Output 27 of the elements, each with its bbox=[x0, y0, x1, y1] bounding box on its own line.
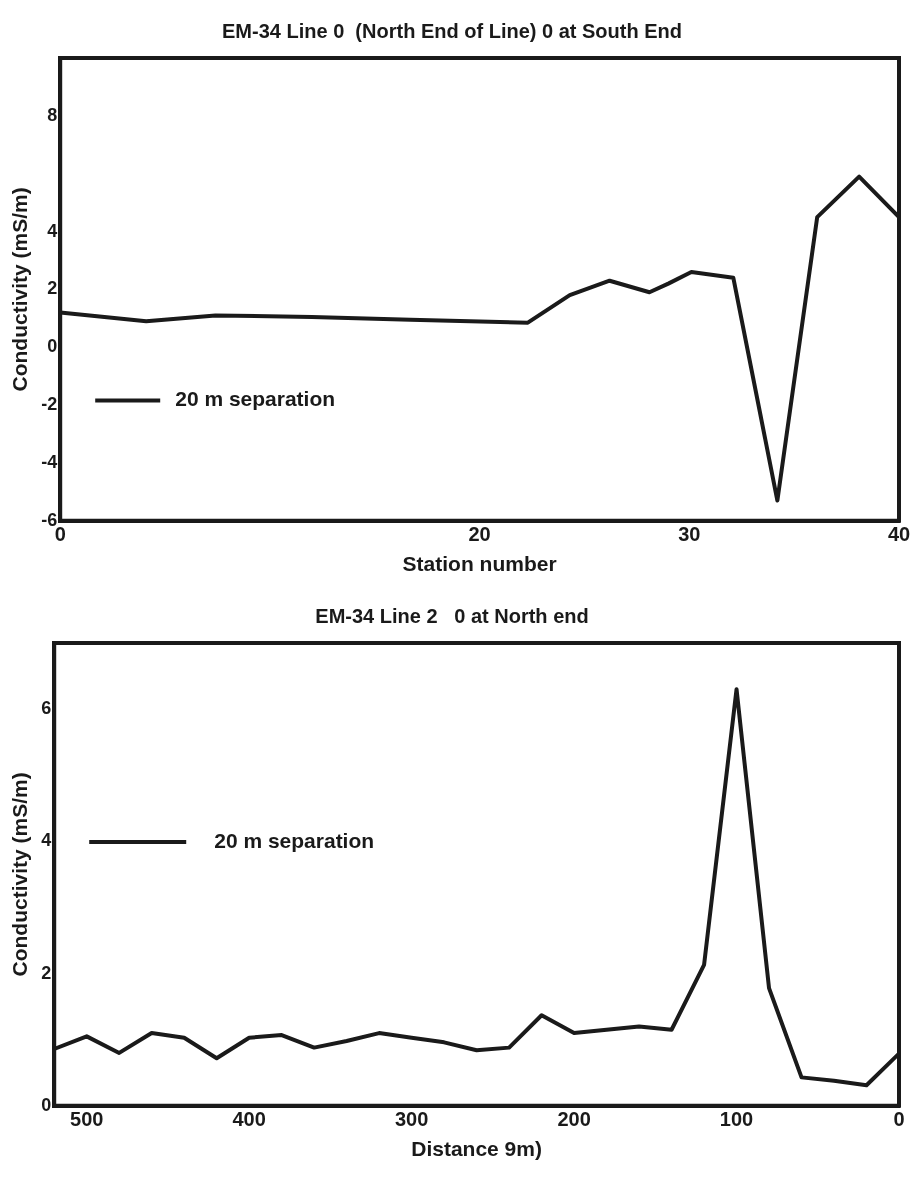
y-tick-label: 6 bbox=[41, 698, 52, 719]
x-tick-label: 0 bbox=[893, 1108, 905, 1131]
y-tick-label: 2 bbox=[41, 962, 52, 983]
y-tick-label: 0 bbox=[47, 336, 58, 357]
x-tick-label: 500 bbox=[70, 1108, 104, 1131]
legend-label: 20 m separation bbox=[214, 828, 375, 852]
x-axis-title: Distance 9m) bbox=[411, 1137, 542, 1161]
y-tick-label: -2 bbox=[41, 394, 58, 415]
x-axis-title: Station number bbox=[402, 552, 557, 576]
y-tick-label: 8 bbox=[47, 104, 58, 125]
y-tick-label: 0 bbox=[41, 1094, 52, 1115]
y-tick-label: 2 bbox=[47, 278, 58, 299]
x-tick-label: 40 bbox=[887, 523, 911, 546]
x-tick-label: 20 bbox=[468, 523, 491, 546]
x-tick-label: 30 bbox=[678, 523, 701, 546]
y-axis-title: Conductivity (mS/m) bbox=[8, 772, 32, 977]
y-tick-label: -4 bbox=[41, 451, 58, 472]
x-tick-label: 200 bbox=[557, 1108, 591, 1131]
legend-label: 20 m separation bbox=[175, 387, 336, 411]
chart-title: EM-34 Line 0 (North End of Line) 0 at South End bbox=[222, 19, 682, 42]
chart-title: EM-34 Line 2 0 at North end bbox=[315, 604, 589, 627]
y-axis-title: Conductivity (mS/m) bbox=[8, 187, 32, 392]
x-tick-label: 300 bbox=[394, 1108, 429, 1131]
x-tick-label: 400 bbox=[232, 1108, 266, 1131]
x-tick-label: 100 bbox=[719, 1108, 754, 1131]
y-tick-label: 4 bbox=[41, 830, 52, 851]
y-tick-label: 4 bbox=[47, 220, 58, 241]
